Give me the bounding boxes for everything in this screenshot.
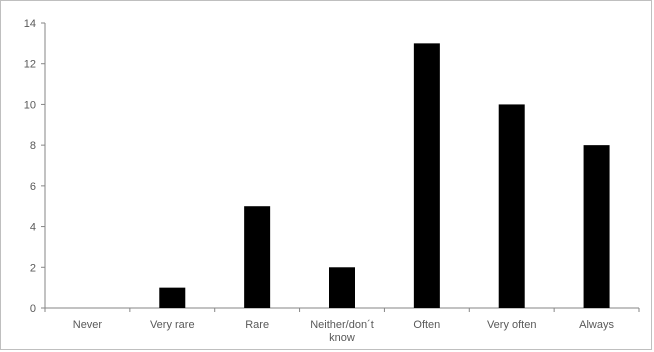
bar bbox=[498, 104, 525, 308]
y-tick-label: 4 bbox=[30, 222, 36, 234]
y-tick-label: 2 bbox=[30, 262, 36, 274]
y-tick-label: 8 bbox=[30, 140, 36, 152]
x-tick-label: Never bbox=[73, 319, 103, 331]
bars bbox=[159, 43, 610, 308]
axes bbox=[44, 23, 639, 309]
bar bbox=[244, 206, 271, 308]
x-tick-label: Very often bbox=[487, 319, 537, 331]
x-tick-label: Neither/don´t know bbox=[310, 319, 374, 344]
bar bbox=[329, 267, 355, 308]
y-tick-label: 14 bbox=[24, 18, 36, 30]
x-tick-label: Rare bbox=[245, 319, 269, 331]
y-tick-label: 0 bbox=[30, 303, 36, 315]
bar bbox=[159, 287, 186, 308]
y-tick-label: 6 bbox=[30, 181, 36, 193]
y-axis-ticks: 0 2 4 6 8 10 12 14 bbox=[24, 18, 45, 315]
bar bbox=[413, 43, 440, 308]
y-tick-label: 10 bbox=[24, 99, 36, 111]
x-tick-label: Often bbox=[413, 319, 440, 331]
x-tick-label: Very rare bbox=[150, 319, 195, 331]
x-tick-label: Always bbox=[579, 319, 614, 331]
bar bbox=[583, 145, 610, 308]
y-tick-label: 12 bbox=[24, 59, 36, 71]
x-axis-labels: Never Very rare Rare Neither/don´t know Often… bbox=[44, 308, 640, 344]
